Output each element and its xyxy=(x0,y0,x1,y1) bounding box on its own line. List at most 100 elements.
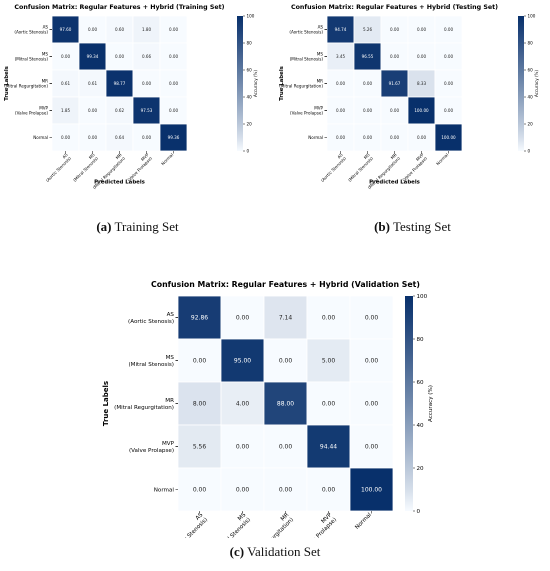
y-axis-label: True Labels xyxy=(102,381,110,426)
y-tick-label: MS xyxy=(166,355,175,361)
cell-value-label: 98.77 xyxy=(114,81,126,86)
cell-value-label: 0.00 xyxy=(169,108,179,113)
cell-value-label: 7.14 xyxy=(279,315,293,322)
x-tick-label: (Mitral Regurgitation) xyxy=(248,517,295,538)
heatmap-cell xyxy=(407,123,436,152)
cell-value-label: 0.00 xyxy=(88,135,98,140)
x-tick-group: MVP(Valve Prolapse) xyxy=(401,152,428,183)
x-tick-group: MS(Mitral Stenosis) xyxy=(72,152,99,183)
chart-title: Confusion Matrix: Regular Features + Hyb… xyxy=(291,4,498,11)
x-tick-group: MVP(Valve Prolapse) xyxy=(126,152,153,183)
caption-testing: (b) Testing Set xyxy=(275,219,550,235)
y-tick-label: Normal xyxy=(33,135,48,140)
heatmap-cell xyxy=(78,15,107,44)
caption-text: Validation Set xyxy=(247,544,321,559)
colorbar-tick-label: 60 xyxy=(417,380,425,386)
caption-letter: (b) xyxy=(374,219,390,234)
cell-value-label: 3.45 xyxy=(336,54,346,59)
heatmap-cell xyxy=(78,69,107,98)
colorbar-label: Accuracy (%) xyxy=(253,70,258,97)
cell-value-label: 0.00 xyxy=(363,81,373,86)
x-tick-label: (Mitral Stenosis) xyxy=(216,517,252,538)
heatmap-cell xyxy=(220,295,265,340)
cell-value-label: 0.00 xyxy=(336,108,346,113)
heatmap-cell xyxy=(353,42,382,71)
cell-value-label: 5.00 xyxy=(322,358,336,365)
x-tick-group: Normal xyxy=(354,512,373,531)
cell-value-label: 0.00 xyxy=(169,27,179,32)
cell-value-label: 100.00 xyxy=(414,108,429,113)
heatmap-cell xyxy=(407,42,436,71)
cell-value-label: 100.00 xyxy=(441,135,456,140)
heatmap-cell xyxy=(132,96,161,125)
x-tick-group: Normal xyxy=(160,152,174,166)
chart-validation: Confusion Matrix: Regular Features + Hyb… xyxy=(102,280,434,565)
heatmap-cell xyxy=(177,467,222,512)
heatmap-cell xyxy=(326,123,355,152)
y-tick-label: Normal xyxy=(308,135,323,140)
colorbar xyxy=(237,16,243,151)
heatmap-cell xyxy=(263,338,308,383)
cell-value-label: 99.34 xyxy=(87,54,99,59)
x-tick-label: Normal xyxy=(354,512,373,531)
cell-value-label: 4.00 xyxy=(236,401,250,408)
cell-value-label: 0.00 xyxy=(61,54,71,59)
x-tick-group: MS(Mitral Stenosis) xyxy=(216,512,252,554)
cell-value-label: 0.00 xyxy=(417,54,427,59)
heatmap-cell xyxy=(349,338,394,383)
heatmap-cell xyxy=(177,424,222,469)
heatmap-cell xyxy=(105,96,134,125)
cell-value-label: 0.00 xyxy=(363,135,373,140)
heatmap-cell xyxy=(407,69,436,98)
x-tick-label: MR xyxy=(390,152,398,160)
cell-value-label: 0.00 xyxy=(236,444,250,451)
heatmap-cell xyxy=(380,96,409,125)
x-tick-label: AS xyxy=(61,152,69,160)
cell-value-label: 99.36 xyxy=(168,135,180,140)
cell-value-label: 0.00 xyxy=(390,54,400,59)
cell-value-label: 0.00 xyxy=(336,81,346,86)
x-tick-label: MR xyxy=(115,152,123,160)
heatmap-cell xyxy=(349,424,394,469)
heatmap-cell xyxy=(263,424,308,469)
heatmap-cell xyxy=(380,15,409,44)
heatmap-cell xyxy=(380,123,409,152)
cell-value-label: 0.66 xyxy=(142,54,152,59)
cell-value-label: 94.74 xyxy=(335,27,347,32)
cell-value-label: 0.00 xyxy=(365,315,379,322)
cell-value-label: 0.00 xyxy=(365,358,379,365)
heatmap-cell xyxy=(78,96,107,125)
colorbar-tick-label: 100 xyxy=(417,294,428,300)
cell-value-label: 0.00 xyxy=(336,135,346,140)
y-tick-label: (Aortic Stenosis) xyxy=(14,29,48,34)
colorbar-tick-label: 0 xyxy=(417,509,421,515)
cell-value-label: 8.00 xyxy=(193,401,207,408)
heatmap-cell xyxy=(220,338,265,383)
heatmap-cell xyxy=(353,69,382,98)
colorbar-tick-label: 40 xyxy=(247,94,253,99)
y-tick-label: (Mitral Regurgitation) xyxy=(4,83,48,88)
y-tick-label: MS xyxy=(317,51,324,56)
heatmap-cell xyxy=(78,123,107,152)
heatmap-cell xyxy=(353,123,382,152)
cell-value-label: 100.00 xyxy=(361,487,382,494)
cell-value-label: 1.85 xyxy=(61,108,71,113)
cell-value-label: 0.00 xyxy=(417,27,427,32)
x-tick-group: MR(Mitral Regurgitation) xyxy=(248,512,295,563)
colorbar xyxy=(518,16,524,151)
y-tick-label: (Mitral Stenosis) xyxy=(15,56,49,61)
caption-text: Testing Set xyxy=(392,219,451,234)
y-tick-label: MVP xyxy=(162,441,175,447)
chart-testing: Confusion Matrix: Regular Features + Hyb… xyxy=(279,4,539,190)
cell-value-label: 0.00 xyxy=(390,27,400,32)
cell-value-label: 0.64 xyxy=(115,135,125,140)
caption-letter: (a) xyxy=(96,219,112,234)
y-tick-label: (Valve Prolapse) xyxy=(129,448,174,454)
colorbar-label: Accuracy (%) xyxy=(428,385,434,422)
cell-value-label: 0.00 xyxy=(444,81,454,86)
colorbar-tick-label: 100 xyxy=(247,13,255,18)
cell-value-label: 5.56 xyxy=(193,444,207,451)
cell-value-label: 0.00 xyxy=(363,108,373,113)
y-tick-label: (Aortic Stenosis) xyxy=(128,319,174,325)
cell-value-label: 88.00 xyxy=(277,401,294,408)
